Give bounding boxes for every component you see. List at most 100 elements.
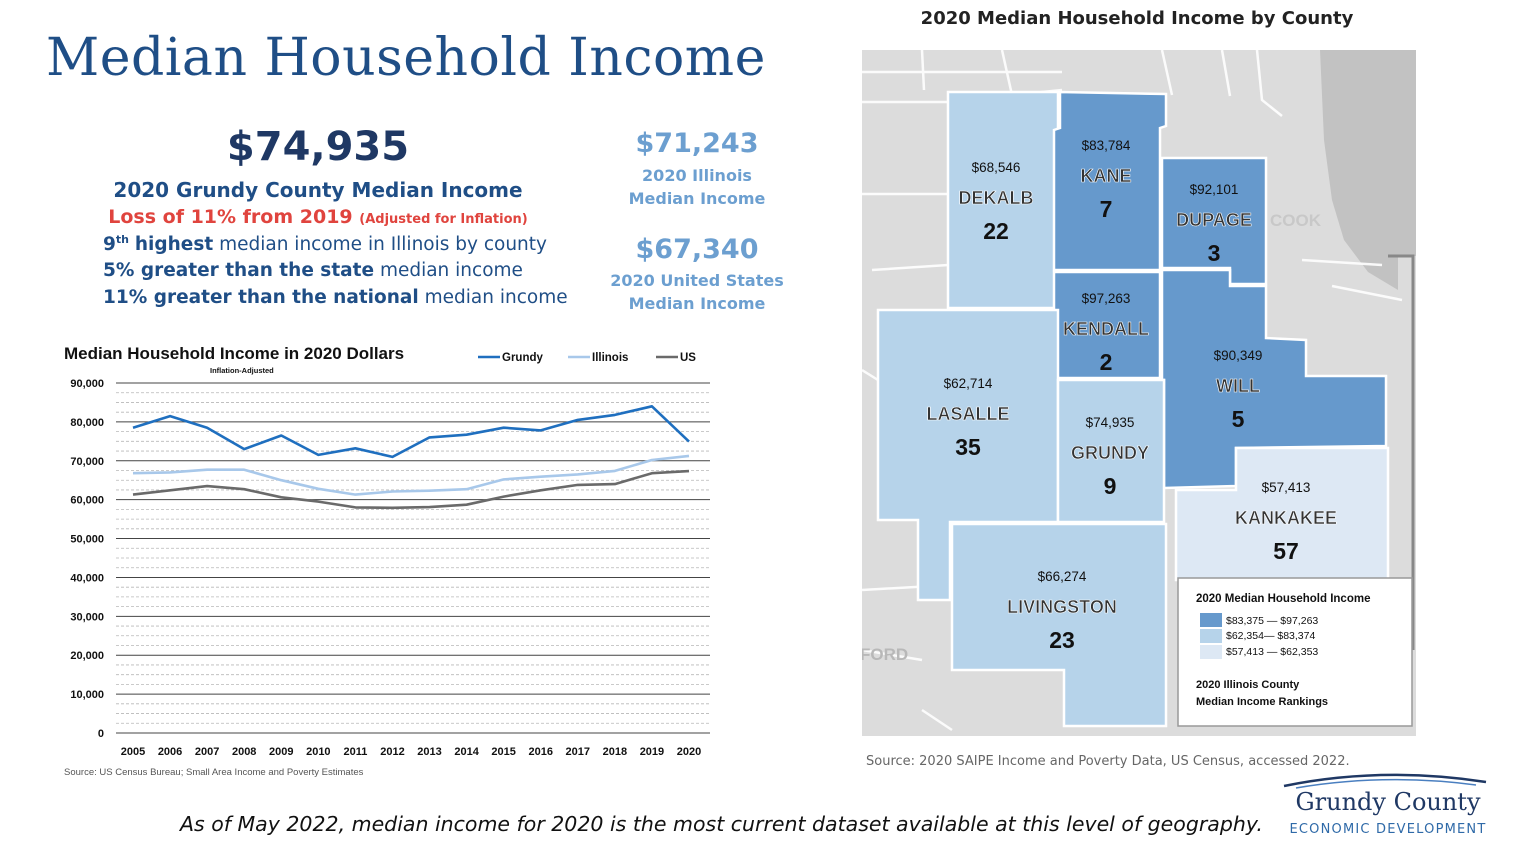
illinois-median-value: $71,243 — [635, 128, 759, 159]
county-rank-grundy: 9 — [1104, 473, 1117, 499]
x-tick-label: 2013 — [417, 746, 441, 758]
x-tick-label: 2006 — [158, 746, 182, 758]
footer-note: As of May 2022, median income for 2020 i… — [180, 812, 1263, 836]
illinois-label-line2: Median Income — [628, 189, 766, 208]
logo-name: Grundy County — [1295, 788, 1481, 816]
fact-state-bold: 5% greater than the state — [103, 260, 375, 281]
county-name-lasalle: LASALLE — [927, 404, 1010, 424]
us-label-line1: 2020 United States — [610, 271, 784, 290]
x-tick-label: 2011 — [343, 746, 367, 758]
legend-swatch-high — [1200, 613, 1222, 627]
page-title: Median Household Income — [46, 28, 766, 88]
county-map: COOK FORD $68,546 DEKALB 22 $83,784 KANE 7 $92… — [862, 50, 1416, 736]
x-tick-label: 2010 — [306, 746, 330, 758]
us-label-line2: Median Income — [628, 294, 766, 313]
series-line-us — [132, 469, 690, 510]
loss-line: Loss of 11% from 2019 (Adjusted for Infl… — [100, 206, 536, 228]
fact-rank-bold: highest — [134, 234, 214, 256]
x-tick-label: 2007 — [195, 746, 219, 758]
label-cook: COOK — [1270, 211, 1322, 230]
y-tick-label: 50,000 — [70, 534, 104, 546]
fact-national-bold: 11% greater than the national — [103, 287, 419, 308]
legend-label-illinois: Illinois — [592, 352, 628, 364]
map-legend-title: 2020 Median Household Income — [1196, 593, 1370, 605]
y-tick-label: 0 — [98, 728, 104, 740]
y-tick-label: 80,000 — [70, 417, 104, 429]
y-tick-label: 10,000 — [70, 689, 104, 701]
map-title: 2020 Median Household Income by County — [920, 8, 1354, 29]
x-tick-label: 2017 — [566, 746, 590, 758]
logo-arc-inner-icon — [1295, 778, 1477, 789]
county-rank-will: 5 — [1232, 406, 1245, 432]
x-tick-label: 2014 — [454, 746, 479, 758]
us-median-label: 2020 United States Median Income — [597, 269, 797, 315]
grundy-median-label: 2020 Grundy County Median Income — [113, 178, 523, 202]
x-tick-label: 2009 — [269, 746, 293, 758]
x-tick-label: 2016 — [528, 746, 552, 758]
fact-national: 11% greater than the national median inc… — [103, 287, 568, 308]
chart-legend: Grundy Illinois US — [478, 352, 696, 364]
illinois-median-label: 2020 Illinois Median Income — [597, 164, 797, 210]
x-tick-label: 2020 — [677, 746, 701, 758]
county-name-kendall: KENDALL — [1063, 319, 1149, 339]
chart-x-ticks: 2005 2006 2007 2008 2009 2010 2011 2012 2013 2014… — [121, 746, 701, 758]
county-kankakee[interactable] — [1174, 446, 1390, 582]
map-legend: 2020 Median Household Income $83,375 — $… — [1177, 577, 1413, 727]
y-tick-label: 90,000 — [70, 378, 104, 390]
county-income-livingston: $66,274 — [1038, 569, 1087, 584]
chart-subtitle: Inflation-Adjusted — [210, 366, 274, 375]
x-tick-label: 2012 — [380, 746, 404, 758]
county-income-dekalb: $68,546 — [972, 160, 1021, 175]
logo-subtitle: ECONOMIC DEVELOPMENT — [1289, 822, 1487, 837]
loss-main: Loss of 11% from 2019 — [108, 206, 353, 228]
county-name-livingston: LIVINGSTON — [1007, 597, 1117, 617]
map-source: Source: 2020 SAIPE Income and Poverty Da… — [866, 754, 1350, 769]
county-grundy[interactable] — [1056, 378, 1166, 524]
legend-note-line2: Median Income Rankings — [1196, 696, 1328, 708]
series-line-grundy — [132, 405, 690, 459]
county-name-will: WILL — [1216, 376, 1260, 396]
county-rank-kane: 7 — [1100, 196, 1113, 222]
fact-rank: 9th highest median income in Illinois by… — [103, 233, 547, 255]
series-line-illinois — [132, 454, 690, 496]
legend-swatch-low — [1200, 645, 1222, 659]
y-tick-label: 60,000 — [70, 495, 104, 507]
county-name-kankakee: KANKAKEE — [1235, 508, 1337, 528]
chart-y-ticks: 0 10,000 20,000 30,000 40,000 50,000 60,000 70,… — [70, 378, 104, 740]
chart-series-lines — [132, 405, 690, 510]
county-rank-dekalb: 22 — [983, 218, 1009, 244]
county-income-kane: $83,784 — [1082, 138, 1131, 153]
legend-swatch-mid — [1200, 629, 1222, 643]
county-rank-lasalle: 35 — [955, 434, 981, 460]
logo-arc-icon — [1283, 773, 1487, 788]
county-name-dekalb: DEKALB — [959, 188, 1034, 208]
county-income-kendall: $97,263 — [1082, 291, 1131, 306]
y-tick-label: 40,000 — [70, 572, 104, 584]
loss-note: (Adjusted for Inflation) — [359, 212, 528, 227]
fact-state-rest: median income — [379, 260, 523, 281]
fact-state: 5% greater than the state median income — [103, 260, 523, 281]
x-tick-label: 2015 — [491, 746, 515, 758]
county-rank-kendall: 2 — [1100, 349, 1113, 375]
legend-note-line1: 2020 Illinois County — [1196, 679, 1300, 691]
lake-michigan — [1320, 50, 1416, 290]
label-ford: FORD — [862, 645, 908, 664]
county-livingston[interactable] — [950, 522, 1168, 728]
x-tick-label: 2018 — [603, 746, 627, 758]
chart-gridlines — [116, 382, 710, 734]
fact-national-rest: median income — [424, 287, 568, 308]
county-income-lasalle: $62,714 — [944, 376, 993, 391]
grundy-median-value: $74,935 — [226, 124, 410, 170]
legend-range-high: $83,375 — $97,263 — [1226, 615, 1318, 627]
chart-title: Median Household Income in 2020 Dollars — [64, 344, 404, 363]
x-tick-label: 2008 — [232, 746, 256, 758]
us-median-value: $67,340 — [635, 234, 759, 265]
county-income-will: $90,349 — [1214, 348, 1263, 363]
y-tick-label: 30,000 — [70, 611, 104, 623]
county-name-kane: KANE — [1080, 166, 1131, 186]
legend-range-mid: $62,354— $83,374 — [1226, 630, 1315, 642]
income-line-chart: Median Household Income in 2020 Dollars … — [64, 344, 710, 778]
y-tick-label: 20,000 — [70, 650, 104, 662]
legend-label-grundy: Grundy — [502, 352, 543, 364]
county-kane[interactable] — [1052, 90, 1168, 272]
